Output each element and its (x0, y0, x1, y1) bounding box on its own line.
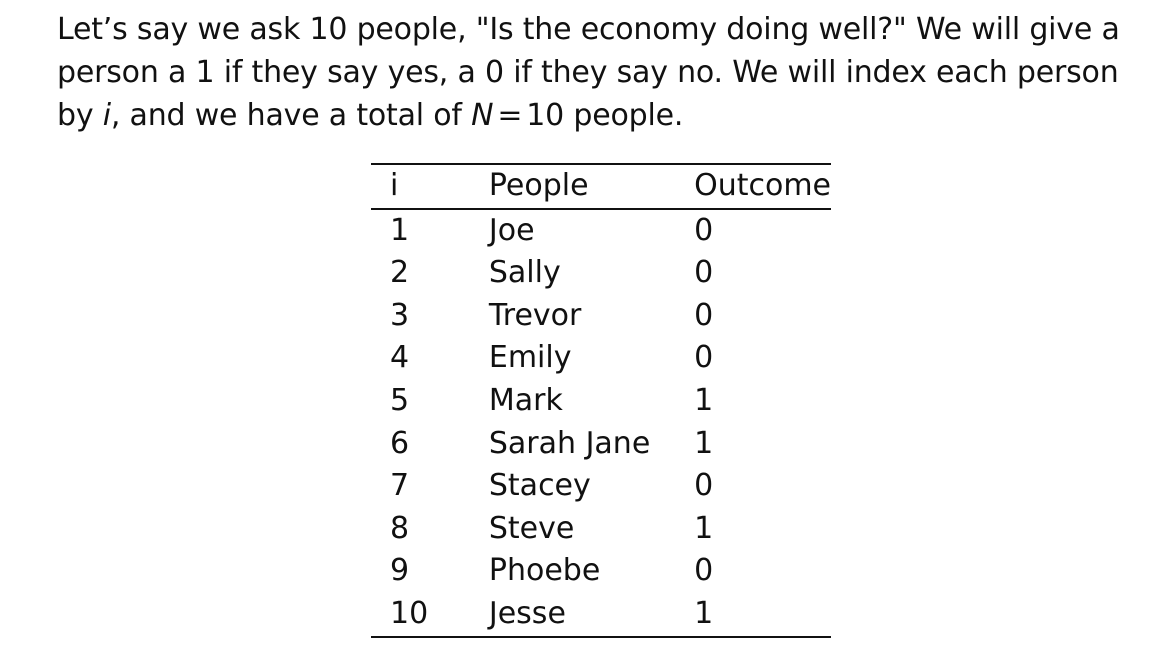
cell-outcome: 1 (694, 595, 714, 631)
cell-people: Sally (488, 255, 561, 291)
cell-people: Stacey (488, 468, 591, 504)
cell-i: 7 (390, 468, 410, 504)
math-equals: = (497, 98, 523, 133)
table-body: 1 Joe 0 2 Sally 0 3 Trevor 0 4 Emily 0 5 (371, 209, 831, 637)
table-row: 4 Emily 0 (371, 337, 831, 380)
cell-i: 1 (390, 212, 410, 248)
cell-i: 9 (390, 553, 410, 589)
table-row: 2 Sally 0 (371, 252, 831, 295)
table-row: 9 Phoebe 0 (371, 550, 831, 593)
table-row: 7 Stacey 0 (371, 465, 831, 508)
cell-outcome: 1 (694, 382, 714, 418)
people-table: i People Outcome 1 Joe 0 2 Sally 0 3 Tre… (371, 163, 831, 638)
cell-i: 10 (390, 595, 429, 631)
cell-people: Phoebe (488, 553, 601, 589)
intro-paragraph: Let’s say we ask 10 people, "Is the econ… (57, 8, 1127, 137)
cell-outcome: 1 (694, 425, 714, 461)
cell-i: 3 (390, 297, 410, 333)
cell-i: 5 (390, 382, 410, 418)
cell-i: 8 (390, 510, 410, 546)
cell-outcome: 0 (694, 468, 714, 504)
cell-outcome: 1 (694, 510, 714, 546)
intro-text-2: , and we have a total of (110, 98, 472, 133)
cell-people: Emily (488, 340, 572, 376)
cell-people: Joe (488, 212, 535, 248)
table-row: 10 Jesse 1 (371, 593, 831, 637)
cell-people: Jesse (488, 595, 566, 631)
table-row: 1 Joe 0 (371, 209, 831, 253)
people-table-container: i People Outcome 1 Joe 0 2 Sally 0 3 Tre… (371, 163, 831, 638)
header-outcome: Outcome (694, 168, 831, 203)
intro-text-1: Let’s say we ask 10 people, "Is the econ… (57, 12, 1120, 133)
header-row: i People Outcome (371, 164, 831, 209)
table-row: 8 Steve 1 (371, 508, 831, 551)
table-row: 3 Trevor 0 (371, 295, 831, 338)
cell-outcome: 0 (694, 255, 714, 291)
cell-people: Mark (488, 382, 563, 418)
cell-i: 6 (390, 425, 410, 461)
cell-i: 4 (390, 340, 410, 376)
intro-text-3: 10 people. (526, 98, 684, 133)
cell-people: Trevor (488, 297, 582, 333)
math-variable-i: i (102, 98, 111, 133)
cell-outcome: 0 (694, 212, 714, 248)
cell-people: Sarah Jane (488, 425, 651, 461)
header-i: i (390, 168, 399, 203)
table-row: 5 Mark 1 (371, 380, 831, 423)
cell-outcome: 0 (694, 297, 714, 333)
cell-outcome: 0 (694, 553, 714, 589)
cell-outcome: 0 (694, 340, 714, 376)
cell-people: Steve (488, 510, 575, 546)
cell-i: 2 (390, 255, 410, 291)
table-row: 6 Sarah Jane 1 (371, 423, 831, 466)
header-people: People (488, 168, 589, 203)
math-variable-n: N (471, 98, 494, 133)
table-header: i People Outcome (371, 164, 831, 209)
